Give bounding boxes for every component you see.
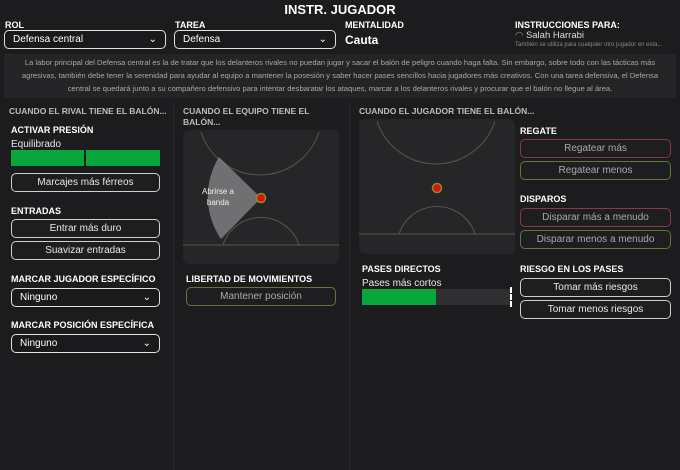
tackling-label: ENTRADAS	[11, 206, 62, 216]
column-divider	[349, 102, 350, 470]
dribbling-label: REGATE	[520, 126, 557, 136]
out-of-possession-heading: CUANDO EL RIVAL TIENE EL BALÓN...	[9, 106, 167, 116]
passing-directness-slider[interactable]	[362, 289, 510, 305]
column-divider	[173, 102, 174, 470]
person-icon: ◠	[515, 30, 526, 41]
zone-label: Abrirse a banda	[201, 187, 234, 207]
mark-position-value: Ninguno	[20, 338, 58, 349]
passing-directness-value: Pases más cortos	[362, 278, 442, 289]
hold-position-button[interactable]: Mantener posición	[186, 287, 336, 306]
mark-player-value: Ninguno	[20, 292, 58, 303]
freedom-label: LIBERTAD DE MOVIMIENTOS	[186, 274, 313, 284]
pitch-lines	[359, 120, 515, 235]
role-label: ROL	[5, 20, 24, 30]
role-value: Defensa central	[13, 34, 84, 45]
player-name: Salah Harrabi	[525, 30, 585, 41]
page-title: INSTR. JUGADOR	[284, 2, 396, 17]
player-name-row[interactable]: ◠ Salah Harrabi	[515, 30, 584, 41]
tighter-marking-button[interactable]: Marcajes más férreos	[11, 173, 160, 192]
dribble-more-button[interactable]: Regatear más	[520, 139, 671, 158]
instructions-note: También se utiliza para cualquier otro j…	[515, 42, 663, 48]
mark-position-dropdown[interactable]: Ninguno ⌄	[11, 334, 160, 353]
player-marker	[431, 182, 443, 194]
movement-zone	[207, 157, 261, 239]
shoot-more-button[interactable]: Disparar más a menudo	[520, 208, 671, 227]
chevron-down-icon: ⌄	[142, 338, 151, 349]
role-dropdown[interactable]: Defensa central ⌄	[4, 30, 166, 49]
instructions-for-label: INSTRUCCIONES PARA:	[515, 20, 620, 30]
chevron-down-icon: ⌄	[318, 34, 327, 45]
player-marker	[255, 192, 267, 204]
duty-value: Defensa	[183, 34, 221, 45]
duty-label: TAREA	[175, 20, 206, 30]
pressing-slider[interactable]	[11, 150, 160, 166]
pressing-fill	[11, 150, 160, 166]
player-pitch[interactable]	[359, 119, 515, 254]
shoot-less-button[interactable]: Disparar menos a menudo	[520, 230, 671, 249]
ease-off-tackles-button[interactable]: Suavizar entradas	[11, 241, 160, 260]
team-pitch[interactable]: Abrirse a banda	[183, 130, 339, 264]
pressing-value: Equilibrado	[11, 139, 62, 150]
mentality-label: MENTALIDAD	[345, 20, 404, 30]
mark-player-dropdown[interactable]: Ninguno ⌄	[11, 288, 160, 307]
pressing-label: ACTIVAR PRESIÓN	[11, 125, 94, 135]
pitch-lines	[183, 131, 339, 246]
role-description: La labor principal del Defensa central e…	[4, 54, 676, 98]
slider-midpoint	[84, 150, 86, 166]
team-possession-heading: CUANDO EL EQUIPO TIENE EL BALÓN...	[183, 106, 310, 127]
passing-directness-fill	[362, 289, 436, 305]
passing-risk-label: RIESGO EN LOS PASES	[520, 264, 624, 274]
tackle-harder-button[interactable]: Entrar más duro	[11, 219, 160, 238]
slider-end-marker	[510, 287, 512, 307]
mark-position-label: MARCAR POSICIÓN ESPECÍFICA	[11, 320, 155, 330]
dribble-less-button[interactable]: Regatear menos	[520, 161, 671, 180]
take-more-risks-button[interactable]: Tomar más riesgos	[520, 278, 671, 297]
chevron-down-icon: ⌄	[148, 34, 157, 45]
chevron-down-icon: ⌄	[142, 292, 151, 303]
take-fewer-risks-button[interactable]: Tomar menos riesgos	[520, 300, 671, 319]
duty-dropdown[interactable]: Defensa ⌄	[174, 30, 336, 49]
mark-player-label: MARCAR JUGADOR ESPECÍFICO	[11, 274, 156, 284]
shooting-label: DISPAROS	[520, 194, 567, 204]
player-possession-heading: CUANDO EL JUGADOR TIENE EL BALÓN...	[359, 106, 535, 116]
passing-directness-label: PASES DIRECTOS	[362, 264, 441, 274]
mentality-value: Cauta	[345, 33, 379, 47]
